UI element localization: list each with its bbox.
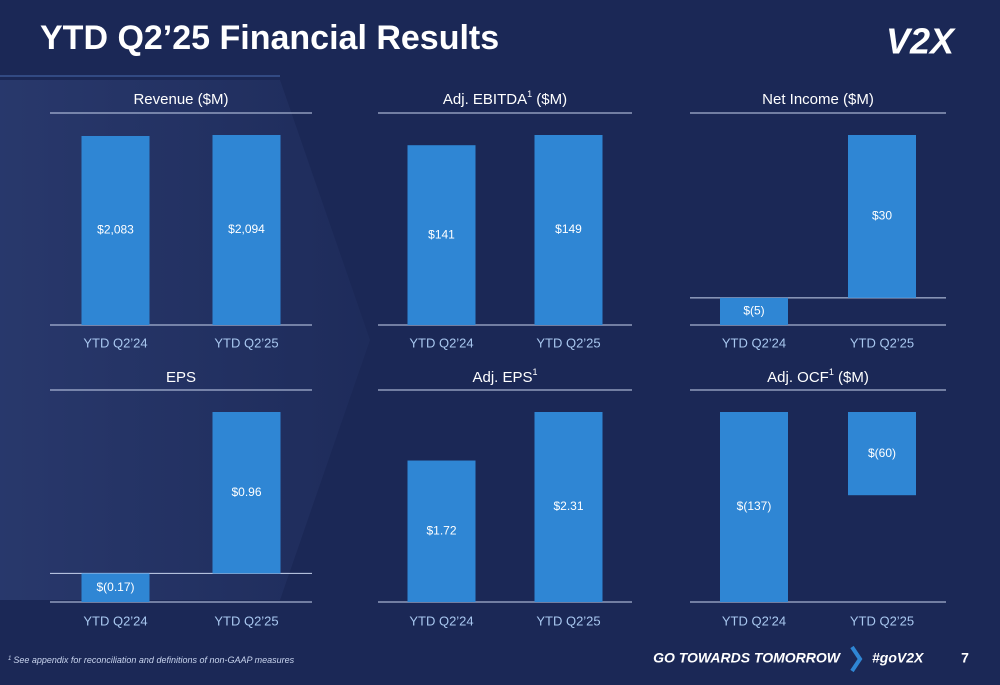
logo: V2X [886, 21, 956, 62]
bar [81, 135, 150, 325]
bar [81, 573, 150, 602]
bar [534, 412, 603, 602]
x-tick-label: YTD Q2’25 [850, 613, 914, 628]
chart-title-text: Adj. OCF [767, 369, 829, 386]
value-label: $2,094 [228, 222, 265, 236]
chart-title-text: Revenue ($M) [133, 91, 228, 108]
bar [848, 135, 916, 298]
bar [720, 412, 788, 602]
tagline-chevron [850, 645, 863, 673]
chart-title-suffix: ($M) [834, 369, 869, 386]
footnote-text: See appendix for reconciliation and defi… [13, 655, 294, 665]
hashtag: #goV2X [872, 650, 925, 666]
bar [212, 412, 281, 574]
x-tick-label: YTD Q2’24 [83, 335, 147, 350]
chart-title-sup: 1 [527, 89, 532, 99]
chart-title-suffix: ($M) [532, 91, 567, 108]
value-label: $(5) [743, 304, 764, 318]
chart-title: Revenue ($M) [133, 91, 228, 108]
chart-title: EPS [166, 369, 196, 386]
x-tick-label: YTD Q2’25 [214, 335, 278, 350]
value-label: $1.72 [426, 523, 456, 537]
slide-title: YTD Q2’25 Financial Results [40, 19, 499, 57]
x-tick-label: YTD Q2’24 [722, 613, 786, 628]
x-tick-label: YTD Q2’25 [214, 613, 278, 628]
chart-title-text: Adj. EBITDA [443, 91, 527, 108]
value-label: $(0.17) [96, 580, 134, 594]
footnote: 1 See appendix for reconciliation and def… [8, 655, 295, 665]
x-tick-label: YTD Q2’25 [850, 335, 914, 350]
bar [534, 135, 603, 325]
value-label: $2,083 [97, 223, 134, 237]
x-tick-label: YTD Q2’25 [536, 613, 600, 628]
bar [720, 297, 788, 325]
tagline: GO TOWARDS TOMORROW [653, 650, 842, 666]
chart-title-text: Net Income ($M) [762, 91, 874, 108]
x-tick-label: YTD Q2’24 [83, 613, 147, 628]
chart-title-text: Adj. EPS [472, 369, 532, 386]
value-label: $(60) [868, 446, 896, 460]
chart-title-sup: 1 [533, 367, 538, 377]
x-tick-label: YTD Q2’24 [722, 335, 786, 350]
chart-title-text: EPS [166, 369, 196, 386]
page-number: 7 [961, 650, 969, 666]
chart-title: Adj. OCF1 ($M) [767, 367, 869, 386]
value-label: $(137) [737, 499, 772, 513]
value-label: $149 [555, 222, 582, 236]
value-label: $30 [872, 209, 892, 223]
chart-title: Adj. EBITDA1 ($M) [443, 89, 567, 108]
value-label: $141 [428, 227, 455, 241]
bar [212, 135, 281, 325]
bar [407, 460, 476, 602]
chart-title-sup: 1 [829, 367, 834, 377]
x-tick-label: YTD Q2’24 [409, 613, 473, 628]
x-tick-label: YTD Q2’24 [409, 335, 473, 350]
chart-title: Net Income ($M) [762, 91, 874, 108]
bar [407, 145, 476, 325]
footnote-sup: 1 [8, 656, 11, 662]
value-label: $0.96 [231, 485, 261, 499]
value-label: $2.31 [553, 499, 583, 513]
bar [848, 412, 916, 496]
x-tick-label: YTD Q2’25 [536, 335, 600, 350]
chart-title: Adj. EPS1 [472, 367, 537, 386]
